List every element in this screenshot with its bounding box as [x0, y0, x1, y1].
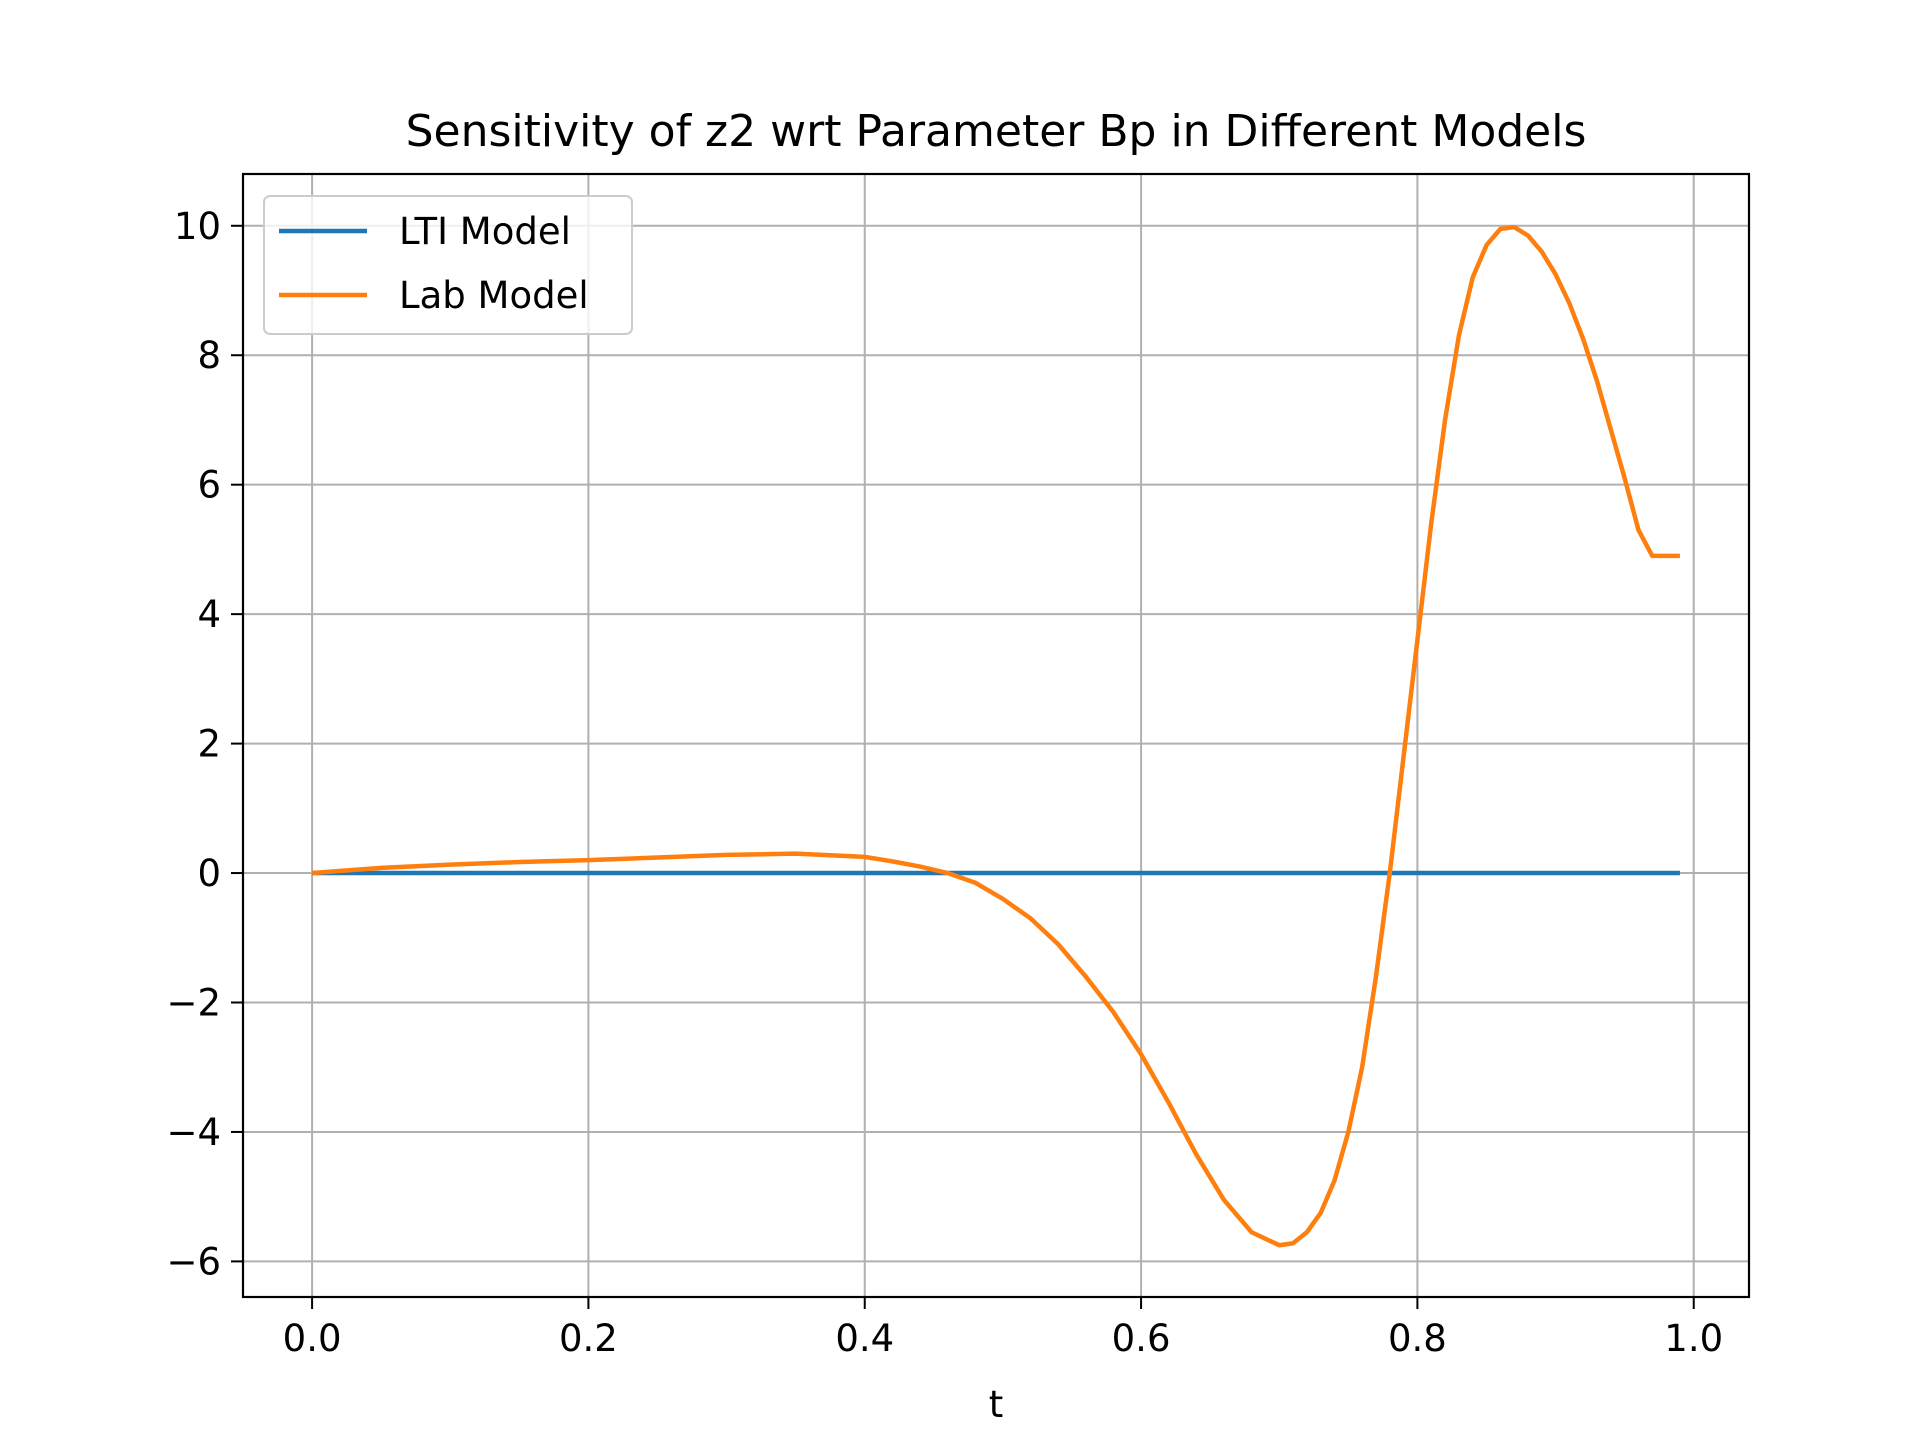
x-tick-label: 0.4	[835, 1317, 894, 1360]
axis-ticks: 0.0 0.2 0.4 0.6 0.8 1.0 −6 −4 −2 0 2 4 6 8 10	[166, 205, 1723, 1360]
x-tick-label: 0.0	[283, 1317, 342, 1360]
x-tick-label: 1.0	[1664, 1317, 1723, 1360]
series-line-lab-model	[311, 224, 1680, 1248]
chart-title: Sensitivity of z2 wrt Parameter Bp in Di…	[406, 106, 1587, 157]
y-tick-label: 6	[197, 464, 221, 507]
plot-frame	[241, 172, 1751, 1299]
legend-label: LTI Model	[399, 210, 571, 253]
y-tick-label: 8	[197, 334, 221, 377]
legend-label: Lab Model	[399, 274, 589, 317]
y-tick-label: 10	[174, 205, 221, 248]
x-tick-label: 0.2	[559, 1317, 618, 1360]
legend: LTI Model Lab Model	[263, 195, 633, 335]
y-tick-label: −2	[166, 981, 221, 1024]
x-axis-title: t	[989, 1383, 1004, 1426]
x-tick-label: 0.8	[1388, 1317, 1447, 1360]
y-tick-label: 4	[197, 593, 221, 636]
y-tick-label: 0	[197, 852, 221, 895]
x-tick-label: 0.6	[1112, 1317, 1171, 1360]
y-tick-label: 2	[197, 723, 221, 766]
y-tick-label: −4	[166, 1111, 221, 1154]
y-tick-label: −6	[166, 1240, 221, 1283]
series-lines	[311, 224, 1680, 1248]
